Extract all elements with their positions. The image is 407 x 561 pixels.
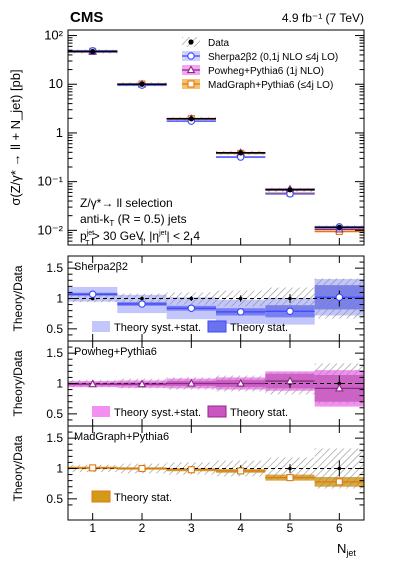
ratio-y-tick-label: 1 <box>56 292 63 306</box>
main-series <box>68 46 364 235</box>
y-tick-label: 1 <box>56 125 63 140</box>
ratio-y-tick-label: 1.5 <box>46 261 63 275</box>
legend-label-sherpa: Sherpa2β2 (0,1j NLO ≤4j LO) <box>208 52 338 63</box>
legend-label-data: Data <box>208 38 230 49</box>
ratio-point <box>187 304 196 312</box>
ratio-point <box>236 308 245 316</box>
x-axis-label: Njet <box>337 541 356 558</box>
ratio-point <box>138 300 146 308</box>
legend-swatch-syst <box>92 321 110 332</box>
ratio-panel-frame <box>67 425 365 521</box>
ratio-point <box>88 290 97 298</box>
experiment-label: CMS <box>70 9 103 26</box>
legend-swatch-stat <box>207 320 227 333</box>
y-axis-label: σ(Z/γ* → ll + N_jet) [pb] <box>8 69 23 205</box>
ratio-point <box>286 474 294 482</box>
legend-label-stat: Theory stat. <box>230 407 288 419</box>
ratio-point <box>335 293 344 302</box>
legend-label-syst-stat: Theory syst.+stat. <box>114 322 201 334</box>
data-point <box>336 224 342 230</box>
ratio-y-tick-label: 0.5 <box>46 492 63 506</box>
x-tick-label: 2 <box>139 521 146 535</box>
data-point <box>140 296 144 301</box>
ratio-panel-2-marks <box>68 375 364 392</box>
x-tick-label: 1 <box>89 521 96 535</box>
legend-label-madgraph: MadGraph+Pythia6 (≤4j LO) <box>208 80 333 91</box>
data-point <box>288 296 292 301</box>
ratio-point <box>286 307 294 315</box>
ratio-panel-title: Powheg+Pythia6 <box>74 346 157 358</box>
ratio-panel-3-marks <box>68 460 364 486</box>
ratio-panel-title: MadGraph+Pythia6 <box>74 431 169 443</box>
legend-swatch-syst <box>92 406 110 417</box>
y-tick-label: 10² <box>44 28 63 43</box>
data-point <box>139 81 145 87</box>
ratio-y-tick-label: 1.5 <box>46 431 63 445</box>
ratio-panel-title: Sherpa2β2 <box>74 261 128 273</box>
x-tick-label: 6 <box>336 521 343 535</box>
ratio-point <box>137 379 147 388</box>
ratio-panel-1-marks <box>68 290 364 316</box>
data-point <box>238 150 244 156</box>
ratio-y-tick-label: 1 <box>56 377 63 391</box>
annotation-jet-algorithm: anti-kT (R = 0.5) jets <box>80 212 187 228</box>
luminosity-label: 4.9 fb⁻¹ (7 TeV) <box>282 11 364 25</box>
ratio-y-tick-label: 1 <box>56 462 63 476</box>
ratio-point <box>335 478 343 486</box>
data-point <box>337 381 342 386</box>
ratio-y-axis-label: Theory/Data <box>11 350 25 416</box>
legend-marker <box>188 39 194 45</box>
data-point <box>90 48 96 55</box>
ratio-point <box>187 466 195 474</box>
ratio-y-axis-label: Theory/Data <box>11 265 25 331</box>
legend-label-powheg: Powheg+Pythia6 (1j NLO) <box>208 66 324 77</box>
ratio-point <box>88 379 97 388</box>
ratio-y-tick-label: 0.5 <box>46 407 63 421</box>
ratio-point <box>285 376 295 385</box>
legend-marker <box>186 65 196 74</box>
ratio-point <box>236 378 245 387</box>
legend-marker <box>187 52 195 60</box>
ratio-point <box>335 383 344 392</box>
legend-label-stat: Theory stat. <box>230 322 288 334</box>
ratio-point <box>138 464 146 473</box>
annotation-selection: Z/γ*→ ll selection <box>80 196 173 210</box>
annotation-jet-cuts: pjet T > 30 GeV, |ηjet| < 2.4 <box>80 229 200 247</box>
legend-label-stat: Theory stat. <box>114 492 172 504</box>
data-point <box>189 296 194 301</box>
data-point <box>287 187 293 193</box>
data-point <box>238 296 243 301</box>
y-tick-label: 10⁻¹ <box>37 174 63 189</box>
data-point <box>288 466 292 471</box>
legend-marker <box>187 80 195 88</box>
legend-swatch-stat <box>91 490 111 503</box>
x-tick-label: 5 <box>287 521 294 535</box>
data-point <box>337 466 342 471</box>
y-tick-label: 10⁻² <box>37 222 63 237</box>
legend-swatch-stat <box>207 405 227 418</box>
ratio-y-axis-label: Theory/Data <box>11 435 25 501</box>
legend-label-syst-stat: Theory syst.+stat. <box>114 407 201 419</box>
ratio-point <box>89 464 97 472</box>
ratio-point <box>187 378 196 387</box>
y-tick-label: 10 <box>49 76 63 91</box>
data-point <box>188 116 194 122</box>
ratio-y-tick-label: 0.5 <box>46 322 63 336</box>
x-tick-label: 3 <box>188 521 195 535</box>
x-tick-label: 4 <box>237 521 244 535</box>
ratio-y-tick-label: 1.5 <box>46 346 63 360</box>
ratio-point <box>237 467 245 475</box>
